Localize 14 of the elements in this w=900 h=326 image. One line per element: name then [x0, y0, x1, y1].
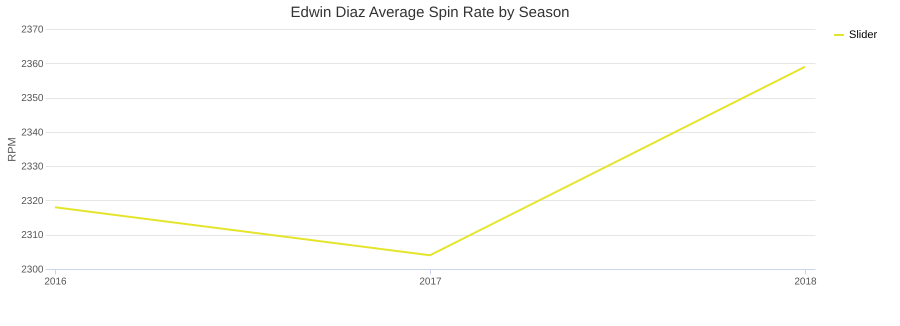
- y-tick-label: 2370: [21, 24, 44, 36]
- y-tick-label: 2350: [21, 93, 44, 104]
- y-tick-label: 2300: [21, 264, 44, 276]
- y-tick-label: 2330: [21, 162, 44, 173]
- x-tick-label: 2017: [419, 276, 442, 288]
- legend-label: Slider: [849, 29, 878, 41]
- y-tick-label: 2340: [21, 127, 44, 138]
- y-axis-title: RPM: [6, 137, 18, 162]
- y-tick-label: 2310: [21, 230, 44, 242]
- x-tick-label: 2016: [44, 276, 68, 288]
- x-tick-label: 2018: [794, 276, 818, 288]
- y-tick-label: 2320: [21, 196, 44, 207]
- y-tick-label: 2360: [21, 58, 44, 70]
- chart-title: Edwin Diaz Average Spin Rate by Season: [290, 4, 570, 21]
